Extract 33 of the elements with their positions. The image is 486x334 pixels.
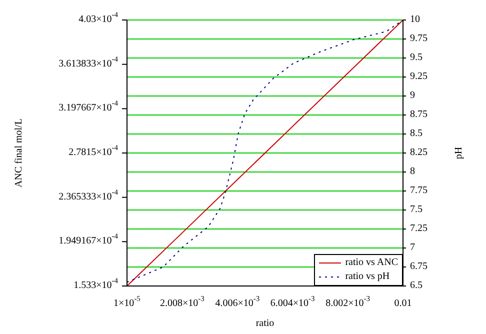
- y2-tick-label: 9.25: [410, 71, 428, 82]
- y-tick-label: 2.7815×10$^{-4}$: [68, 143, 118, 158]
- y2-tick-label: 9.5: [410, 52, 422, 64]
- x-tick-label: 0.01: [394, 298, 412, 310]
- y-axis-title: ANC final mol/L: [14, 118, 25, 188]
- y2-tick-label: 8.5: [410, 128, 422, 140]
- y-tick-label: 2.365333×10$^{-4}$: [58, 188, 118, 203]
- y-tick-label: 1.949167×10$^{-4}$: [58, 232, 118, 247]
- y-tick-label: 4.03×10$^{-4}$: [78, 10, 118, 26]
- x-axis-title: ratio: [256, 318, 274, 329]
- y2-tick-label: 8.25: [410, 147, 428, 158]
- y-tick-label: 1.533×10$^{-4}$: [74, 276, 118, 292]
- y2-tick-label: 8: [410, 166, 415, 178]
- x-tick-label: 1×10$^{-5}$: [114, 294, 141, 310]
- y2-tick-label: 7.25: [410, 223, 428, 234]
- legend-label: ratio vs pH: [345, 270, 390, 284]
- y2-tick-label: 7: [410, 242, 415, 254]
- x-tick-label: 6.004×10$^{-3}$: [270, 294, 316, 310]
- y-tick-label: 3.197667×10$^{-4}$: [58, 98, 118, 114]
- y2-tick-label: 6.75: [410, 261, 428, 272]
- y2-tick-label: 6.5: [410, 280, 422, 292]
- y2-tick-label: 10: [410, 14, 420, 26]
- x-tick-label: 4.006×10$^{-3}$: [215, 294, 260, 310]
- legend-label: ratio vs ANC: [345, 256, 398, 270]
- y2-tick-label: 7.75: [410, 185, 428, 196]
- y-tick-label: 3.613833×10$^{-4}$: [58, 54, 118, 70]
- y2-tick-label: 8.75: [410, 109, 428, 120]
- x-tick-label: 8.002×10$^{-3}$: [326, 294, 370, 310]
- x-tick-label: 2.008×10$^{-3}$: [160, 294, 205, 310]
- y2-tick-label: 7.5: [410, 204, 422, 216]
- y2-tick-label: 9: [410, 90, 415, 102]
- y2-tick-label: 9.75: [410, 33, 428, 44]
- y2-axis-title: pH: [454, 146, 465, 160]
